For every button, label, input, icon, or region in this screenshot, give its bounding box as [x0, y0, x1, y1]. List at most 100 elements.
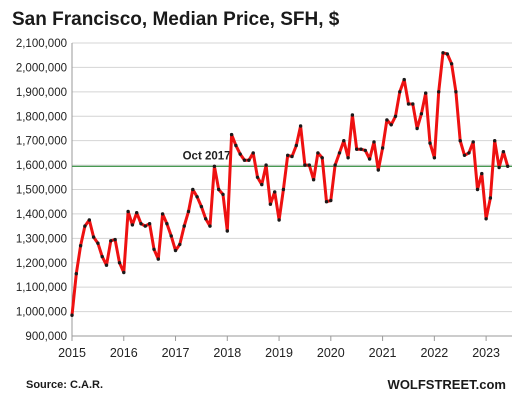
y-tick-label: 900,000	[25, 331, 67, 343]
y-tick-label: 1,900,000	[16, 87, 67, 99]
data-point	[178, 242, 182, 247]
data-point	[419, 112, 424, 116]
brand-watermark: WOLFSTREET.com	[388, 377, 506, 392]
data-point	[316, 151, 320, 155]
data-point	[91, 235, 96, 239]
data-point	[363, 148, 367, 153]
data-point	[277, 218, 281, 222]
x-tick-label: 2019	[265, 346, 293, 360]
data-point	[78, 244, 83, 248]
data-point	[355, 147, 359, 151]
data-point	[307, 163, 311, 167]
data-point	[251, 151, 255, 155]
x-tick-label: 2018	[213, 346, 241, 360]
data-point	[139, 222, 143, 226]
data-point	[286, 153, 290, 157]
data-point	[96, 241, 100, 245]
y-tick-label: 2,000,000	[16, 62, 67, 74]
data-point	[195, 195, 199, 199]
y-tick-label: 1,300,000	[16, 233, 67, 245]
data-point	[441, 51, 445, 55]
data-point	[290, 154, 294, 159]
y-tick-label: 1,000,000	[16, 307, 67, 319]
data-point	[147, 222, 152, 226]
x-tick-label: 2015	[58, 346, 86, 360]
x-tick-label: 2017	[162, 346, 190, 360]
data-point	[242, 158, 247, 162]
data-point	[87, 218, 92, 222]
data-point	[117, 261, 122, 265]
data-point	[385, 118, 389, 122]
data-point	[350, 113, 355, 117]
reference-line-group: Oct 2017	[72, 150, 512, 167]
data-point	[428, 141, 432, 145]
data-point	[165, 222, 169, 226]
data-point	[294, 143, 298, 148]
data-point	[389, 123, 393, 127]
series-group	[70, 51, 510, 317]
gridlines	[72, 42, 512, 337]
data-point	[199, 204, 204, 209]
data-point	[152, 247, 156, 251]
data-point	[320, 156, 324, 160]
data-point	[122, 270, 126, 275]
data-point	[70, 313, 74, 317]
y-tick-label: 1,800,000	[16, 111, 67, 123]
data-point	[212, 164, 217, 168]
reference-line-label: Oct 2017	[183, 150, 231, 162]
data-point	[376, 168, 380, 172]
data-point	[204, 217, 208, 221]
data-point	[471, 140, 475, 144]
data-point	[372, 140, 376, 144]
data-point	[398, 90, 402, 94]
data-point	[467, 151, 471, 155]
data-point	[74, 272, 79, 276]
data-point	[424, 91, 428, 95]
data-point	[281, 187, 286, 192]
x-tick-label: 2021	[369, 346, 397, 360]
data-point	[415, 126, 419, 131]
x-tick-label: 2016	[110, 346, 138, 360]
data-point	[501, 150, 506, 154]
data-point	[255, 175, 260, 179]
data-point	[273, 190, 277, 194]
data-point	[359, 147, 363, 151]
data-point	[484, 217, 488, 221]
data-point	[83, 224, 87, 228]
data-point	[393, 114, 398, 119]
data-point	[126, 209, 130, 214]
data-point	[247, 158, 251, 162]
data-point	[104, 263, 109, 267]
data-point	[303, 163, 307, 167]
data-point	[208, 224, 212, 228]
data-point	[100, 254, 104, 259]
data-point	[109, 239, 113, 243]
data-point	[298, 124, 303, 128]
data-point	[182, 224, 186, 228]
data-point	[445, 52, 449, 56]
data-point	[324, 200, 329, 204]
y-tick-label: 1,600,000	[16, 160, 67, 172]
y-tick-label: 1,700,000	[16, 136, 67, 148]
data-point	[329, 198, 333, 203]
x-tick-label: 2023	[472, 346, 500, 360]
data-point	[221, 192, 225, 197]
data-point	[406, 102, 411, 106]
y-tick-label: 1,200,000	[16, 258, 67, 270]
data-point	[260, 182, 264, 187]
y-tick-label: 2,100,000	[16, 38, 67, 50]
data-point	[506, 164, 510, 168]
data-point	[346, 156, 350, 160]
data-point	[342, 139, 346, 143]
data-point	[437, 90, 441, 94]
source-note: Source: C.A.R.	[26, 379, 103, 391]
chart-title: San Francisco, Median Price, SFH, $	[12, 9, 340, 30]
data-point	[264, 163, 268, 167]
data-point	[311, 178, 316, 182]
data-point	[449, 62, 454, 66]
data-point	[130, 223, 135, 227]
data-point	[411, 102, 415, 106]
y-tick-label: 1,500,000	[16, 185, 67, 197]
data-point	[475, 187, 480, 192]
